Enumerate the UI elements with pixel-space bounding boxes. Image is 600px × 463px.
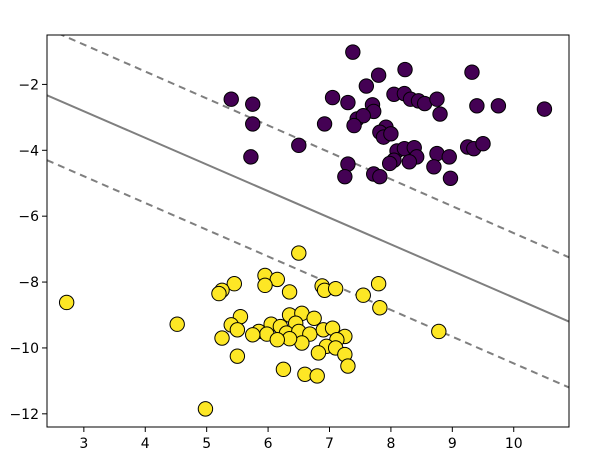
data-point-class-0	[475, 136, 491, 152]
y-tick-label: −4	[18, 143, 39, 159]
data-point-class-1	[269, 332, 285, 348]
data-point-class-1	[275, 361, 292, 378]
data-point-class-1	[309, 368, 325, 384]
x-tick-label: 10	[505, 436, 523, 452]
data-point-class-1	[245, 327, 261, 343]
y-tick-label: −2	[18, 77, 39, 93]
data-point-class-0	[346, 117, 362, 134]
data-point-class-0	[401, 154, 418, 170]
data-point-class-1	[169, 316, 185, 332]
data-point-class-0	[345, 44, 361, 60]
data-point-class-0	[426, 159, 442, 175]
data-point-class-1	[291, 245, 307, 261]
y-tick-label: −12	[9, 407, 39, 423]
data-point-class-0	[397, 61, 413, 78]
data-point-class-0	[442, 170, 459, 186]
data-point-class-0	[245, 116, 261, 132]
data-point-class-0	[337, 168, 353, 185]
y-tick-label: −8	[18, 275, 39, 291]
y-tick-label: −10	[9, 341, 39, 357]
x-tick-label: 4	[141, 436, 150, 452]
x-tick-label: 3	[79, 436, 88, 452]
data-point-class-0	[383, 126, 399, 142]
plot-frame	[46, 34, 570, 428]
data-point-class-1	[310, 345, 327, 361]
data-point-class-1	[58, 294, 75, 311]
data-point-class-1	[355, 287, 371, 303]
data-point-class-1	[281, 284, 298, 300]
decision-boundary-line	[47, 94, 569, 323]
data-point-class-0	[432, 106, 448, 122]
data-point-class-0	[441, 149, 457, 165]
data-point-class-1	[431, 323, 447, 340]
data-point-class-0	[324, 89, 341, 106]
data-point-class-1	[340, 358, 356, 374]
data-point-class-0	[370, 67, 387, 83]
data-point-class-0	[429, 91, 445, 107]
data-point-class-0	[490, 98, 507, 114]
data-point-class-0	[340, 94, 356, 111]
data-point-class-1	[370, 276, 387, 292]
data-point-class-0	[358, 78, 375, 94]
data-points	[58, 44, 553, 417]
data-point-class-0	[340, 156, 356, 172]
x-tick-label: 5	[202, 436, 211, 452]
x-axis: 3 4 5 6 7 8 9 10	[79, 427, 523, 452]
data-point-class-1	[214, 330, 230, 346]
data-point-class-0	[464, 64, 480, 80]
data-point-class-0	[381, 155, 398, 172]
data-point-class-0	[316, 116, 333, 132]
data-point-class-0	[245, 96, 261, 112]
data-point-class-0	[355, 108, 371, 124]
data-point-class-1	[226, 276, 243, 292]
margin-line-1	[59, 35, 569, 259]
data-point-class-1	[257, 277, 273, 294]
data-point-class-0	[536, 101, 553, 117]
data-point-class-0	[223, 91, 239, 107]
boundary-lines	[47, 35, 569, 389]
data-point-class-1	[306, 310, 322, 326]
data-point-class-0	[372, 168, 388, 185]
x-tick-label: 8	[386, 436, 395, 452]
data-point-class-1	[327, 280, 344, 297]
y-tick-label: −6	[18, 209, 39, 225]
data-point-class-1	[229, 322, 246, 338]
data-point-class-0	[243, 149, 259, 165]
data-point-class-1	[269, 271, 285, 288]
x-tick-label: 7	[325, 436, 334, 452]
margin-line-2	[47, 159, 569, 389]
data-point-class-1	[211, 285, 227, 302]
y-axis: −2 −4 −6 −8 −10 −12	[9, 77, 47, 423]
data-point-class-1	[372, 300, 388, 316]
x-tick-label: 9	[448, 436, 457, 452]
data-point-class-0	[469, 98, 485, 114]
data-point-class-1	[229, 348, 246, 364]
data-point-class-1	[197, 401, 214, 417]
x-tick-label: 6	[264, 436, 273, 452]
data-point-class-0	[291, 137, 307, 154]
